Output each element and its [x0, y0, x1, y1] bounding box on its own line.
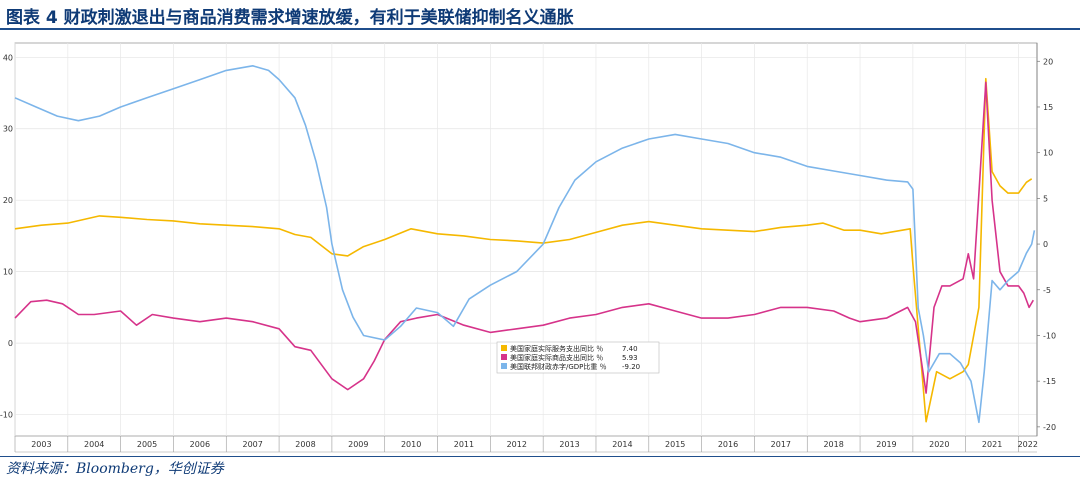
- y-right-tick-label: -15: [1043, 377, 1056, 386]
- left-axis: 40 30 20 10 0 -10: [0, 53, 13, 419]
- y-left-tick-label: 20: [3, 196, 13, 205]
- x-axis: 2003 2004 2005 2006 2007 2008 2009 2010 2011 2012…: [14, 436, 1038, 453]
- x-tick-label: 2006: [190, 440, 210, 449]
- y-right-tick-label: 5: [1043, 194, 1048, 203]
- y-left-tick-label: 10: [3, 268, 13, 277]
- right-axis: 20 15 10 5 0 -5 -10 -15 -20: [1036, 43, 1056, 436]
- legend-box: [496, 341, 660, 374]
- series-lines: [14, 65, 1036, 424]
- plot-frame: [14, 42, 1038, 437]
- source-divider: [0, 456, 1080, 457]
- x-tick-label: 2016: [718, 440, 738, 449]
- y-right-tick-label: 0: [1043, 240, 1048, 249]
- x-tick-label: 2019: [876, 440, 896, 449]
- y-right-tick-label: -20: [1043, 423, 1056, 432]
- x-tick-label: 2020: [929, 440, 949, 449]
- figure-title: 图表 4 财政刺激退出与商品消费需求增速放缓，有利于美联储抑制名义通胀: [6, 8, 574, 28]
- legend-label-deficit: 美国联邦财政赤字/GDP比重 ％: [510, 362, 607, 371]
- y-right-tick-label: -5: [1043, 286, 1051, 295]
- y-right-tick-label: 10: [1043, 149, 1053, 158]
- x-tick-label: 2021: [982, 440, 1002, 449]
- x-tick-label: 2017: [771, 440, 791, 449]
- x-tick-label: 2008: [295, 440, 315, 449]
- legend-swatch-services: [501, 345, 507, 351]
- y-left-tick-label: 0: [8, 339, 13, 348]
- y-left-tick-label: 40: [3, 53, 13, 62]
- legend-value-deficit: -9.20: [622, 363, 640, 371]
- legend: 美国家庭实际服务支出同比 ％ 7.40 美国家庭实际商品支出同比 ％ 5.93 …: [496, 341, 660, 374]
- x-tick-label: 2010: [401, 440, 421, 449]
- legend-label-services: 美国家庭实际服务支出同比 ％: [510, 344, 603, 353]
- x-tick-label: 2007: [242, 440, 262, 449]
- x-tick-label: 2018: [823, 440, 843, 449]
- x-tick-label: 2009: [348, 440, 368, 449]
- x-tick-label: 2003: [31, 440, 51, 449]
- y-right-tick-label: 20: [1043, 57, 1053, 66]
- series-line-1: [14, 81, 1034, 394]
- y-left-tick-label: 30: [3, 125, 13, 134]
- x-tick-label: 2015: [665, 440, 685, 449]
- y-right-tick-label: 15: [1043, 103, 1053, 112]
- x-tick-label: 2013: [559, 440, 579, 449]
- legend-value-goods: 5.93: [622, 354, 638, 362]
- y-left-tick-label: -10: [0, 411, 13, 420]
- x-tick-label: 2012: [507, 440, 527, 449]
- x-tick-label: 2011: [454, 440, 474, 449]
- x-tick-label: 2005: [137, 440, 157, 449]
- source-note: 资料来源：Bloomberg，华创证券: [6, 461, 224, 477]
- legend-value-services: 7.40: [622, 345, 638, 353]
- series-line-2: [14, 65, 1036, 424]
- x-tick-label: 2014: [612, 440, 632, 449]
- legend-swatch-deficit: [501, 363, 507, 369]
- title-divider: [0, 28, 1080, 30]
- x-tick-label: 2022: [1018, 440, 1038, 449]
- legend-swatch-goods: [501, 354, 507, 360]
- legend-label-goods: 美国家庭实际商品支出同比 ％: [510, 353, 603, 362]
- x-tick-label: 2004: [84, 440, 104, 449]
- y-right-tick-label: -10: [1043, 331, 1056, 340]
